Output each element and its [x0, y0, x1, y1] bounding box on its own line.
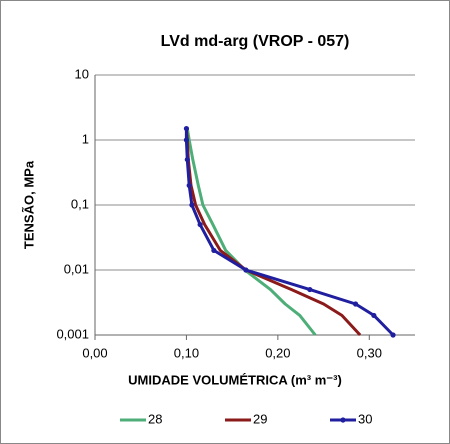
series-marker	[371, 312, 377, 319]
y-axis-label: TENSÃO, MPa	[21, 160, 36, 249]
series-line	[184, 128, 395, 337]
x-tick-label: 0,30	[357, 345, 382, 360]
series-marker	[186, 182, 192, 189]
x-tick-label: 0,10	[174, 345, 199, 360]
series-marker	[390, 332, 396, 338]
y-tick-label: 0,1	[71, 196, 89, 211]
series-marker	[197, 221, 203, 228]
series-marker	[243, 267, 249, 273]
x-axis-label: UMIDADE VOLUMÉTRICA (m³ m⁻³)	[128, 372, 342, 387]
legend-label: 29	[253, 411, 267, 426]
legend-marker	[340, 417, 346, 423]
series-marker	[183, 137, 190, 143]
x-tick-label: 0,00	[82, 345, 107, 360]
chart-title: LVd md-arg (VROP - 057)	[161, 33, 350, 50]
y-tick-label: 0,01	[64, 261, 89, 276]
series-marker	[184, 156, 190, 163]
series-marker	[352, 301, 359, 307]
series-marker	[307, 286, 313, 293]
y-tick-label: 10	[75, 66, 89, 81]
series-marker	[211, 247, 217, 254]
series-line	[185, 128, 317, 336]
legend-label: 28	[148, 411, 162, 426]
x-tick-label: 0,20	[265, 345, 290, 360]
series-marker	[183, 125, 190, 132]
y-tick-label: 0,001	[56, 326, 89, 341]
y-tick-label: 1	[82, 131, 89, 146]
series-marker	[189, 202, 195, 208]
legend-label: 30	[358, 411, 372, 426]
